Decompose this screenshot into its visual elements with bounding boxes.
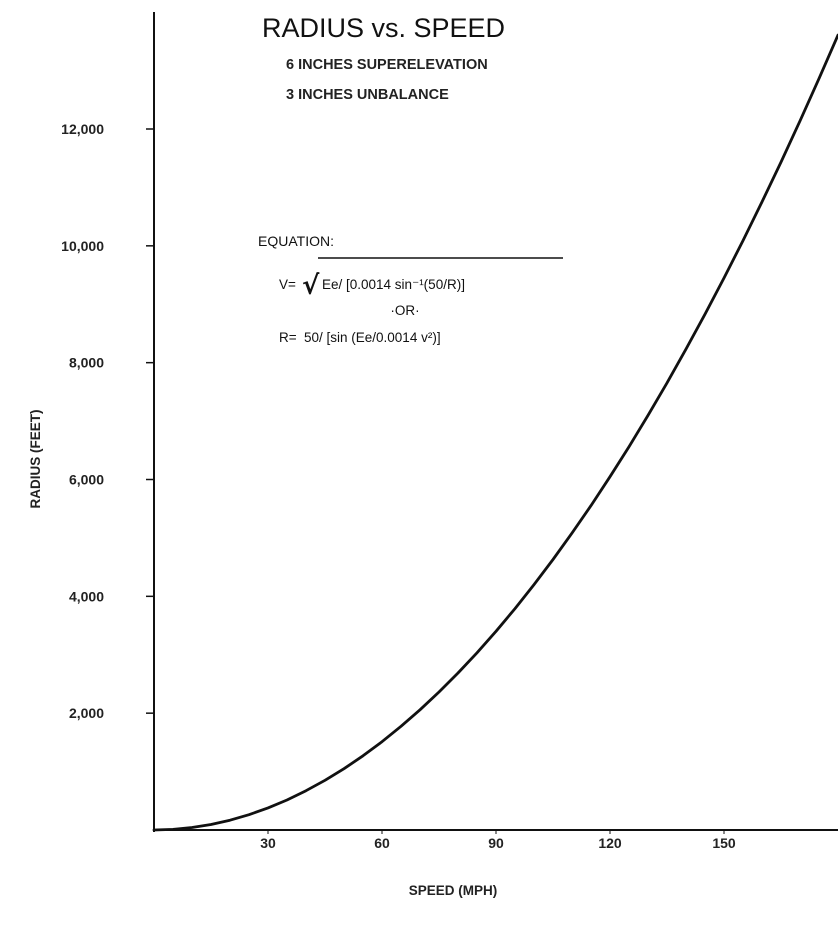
y-axis-label: RADIUS (FEET) (28, 410, 43, 509)
equation-v-lhs: V= (279, 277, 296, 292)
x-tick-label: 120 (598, 835, 622, 851)
equation-annotation: EQUATION: V= √ Ee/ [0.0014 sin⁻¹(50/R)] … (258, 233, 563, 345)
x-tick-label: 150 (712, 835, 736, 851)
x-tick-label: 90 (488, 835, 504, 851)
equation-v-rhs: Ee/ [0.0014 sin⁻¹(50/R)] (322, 277, 465, 292)
equation-heading: EQUATION: (258, 233, 334, 249)
chart-title: RADIUS vs. SPEED (262, 13, 505, 43)
y-tick-label: 2,000 (69, 705, 104, 721)
radical-sign: √ (302, 271, 320, 301)
equation-or: ·OR· (390, 303, 419, 318)
x-axis-label: SPEED (MPH) (409, 883, 498, 898)
x-tick-label: 60 (374, 835, 390, 851)
y-tick-label: 10,000 (61, 238, 104, 254)
equation-r-rhs: 50/ [sin (Ee/0.0014 v²)] (304, 330, 441, 345)
x-tick-label: 30 (260, 835, 276, 851)
axis-ticks: 2,000 4,000 6,000 8,000 10,000 12,000 30 60 90 12… (61, 121, 736, 851)
series-layer (152, 33, 838, 832)
y-tick-label: 12,000 (61, 121, 104, 137)
y-tick-label: 4,000 (69, 588, 104, 604)
y-tick-label: 8,000 (69, 355, 104, 371)
equation-r-lhs: R= (279, 330, 297, 345)
chart-subtitle-unbalance: 3 INCHES UNBALANCE (286, 87, 449, 103)
radius-speed-curve (152, 33, 838, 832)
y-tick-label: 6,000 (69, 472, 104, 488)
chart-subtitle-superelevation: 6 INCHES SUPERELEVATION (286, 57, 488, 73)
